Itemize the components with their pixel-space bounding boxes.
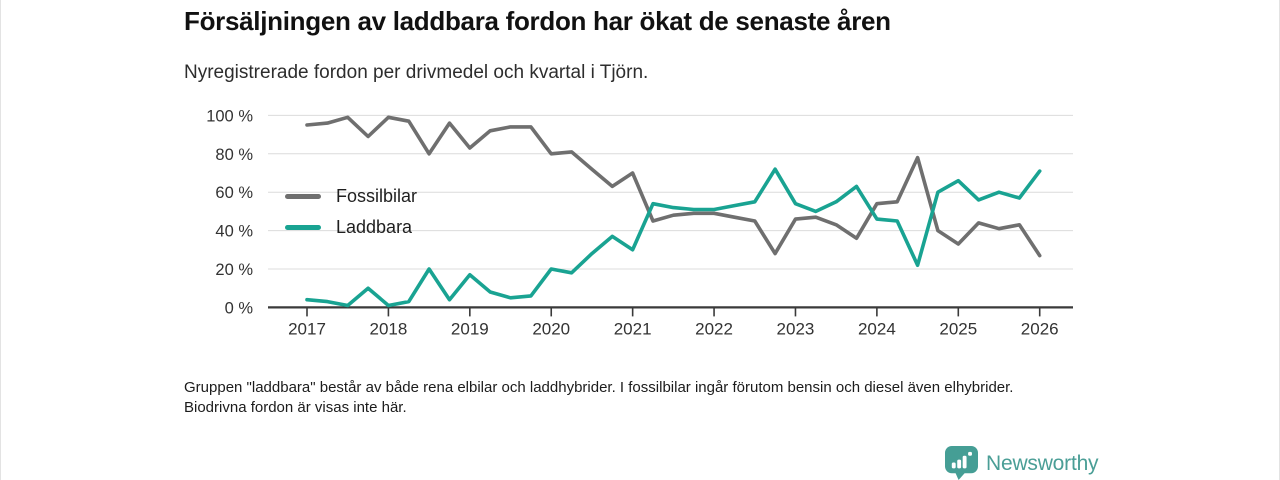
x-axis-tick-label: 2017	[288, 319, 326, 338]
chart-subtitle: Nyregistrerade fordon per drivmedel och …	[184, 62, 649, 83]
legend-swatch	[285, 194, 321, 199]
chart-footnote: Gruppen "laddbara" består av både rena e…	[184, 379, 1014, 416]
x-axis-tick-label: 2019	[451, 319, 489, 338]
brand-name: Newsworthy	[986, 451, 1099, 475]
x-axis-tick-label: 2025	[939, 319, 977, 338]
legend-item: Laddbara	[285, 217, 417, 238]
y-axis-tick-label: 100 %	[206, 107, 253, 125]
legend-label: Laddbara	[336, 217, 413, 237]
x-axis-tick-label: 2020	[532, 319, 570, 338]
y-axis-tick-label: 0 %	[225, 299, 254, 317]
legend-item: Fossilbilar	[285, 186, 417, 207]
newsworthy-logo: Newsworthy	[945, 446, 1099, 480]
series-line-laddbara	[305, 167, 1042, 308]
x-axis-tick-label: 2022	[695, 319, 733, 338]
y-axis-tick-label: 20 %	[215, 261, 253, 279]
x-axis-tick-label: 2021	[614, 319, 652, 338]
legend-swatch	[285, 225, 321, 230]
x-axis-tick-label: 2018	[369, 319, 407, 338]
y-axis-tick-label: 40 %	[215, 223, 253, 241]
page-title: Försäljningen av laddbara fordon har öka…	[184, 6, 891, 36]
bar-chart-marker-icon	[945, 446, 978, 480]
x-axis-tick-label: 2024	[858, 319, 896, 338]
y-axis-tick-label: 80 %	[215, 146, 253, 164]
x-axis-tick-label: 2023	[777, 319, 815, 338]
series-line-fossilbilar	[305, 115, 1042, 258]
legend-label: Fossilbilar	[336, 186, 418, 206]
x-axis-tick-label: 2026	[1021, 319, 1059, 338]
y-axis-tick-label: 60 %	[215, 184, 253, 202]
chart-legend: Fossilbilar Laddbara	[285, 186, 417, 238]
